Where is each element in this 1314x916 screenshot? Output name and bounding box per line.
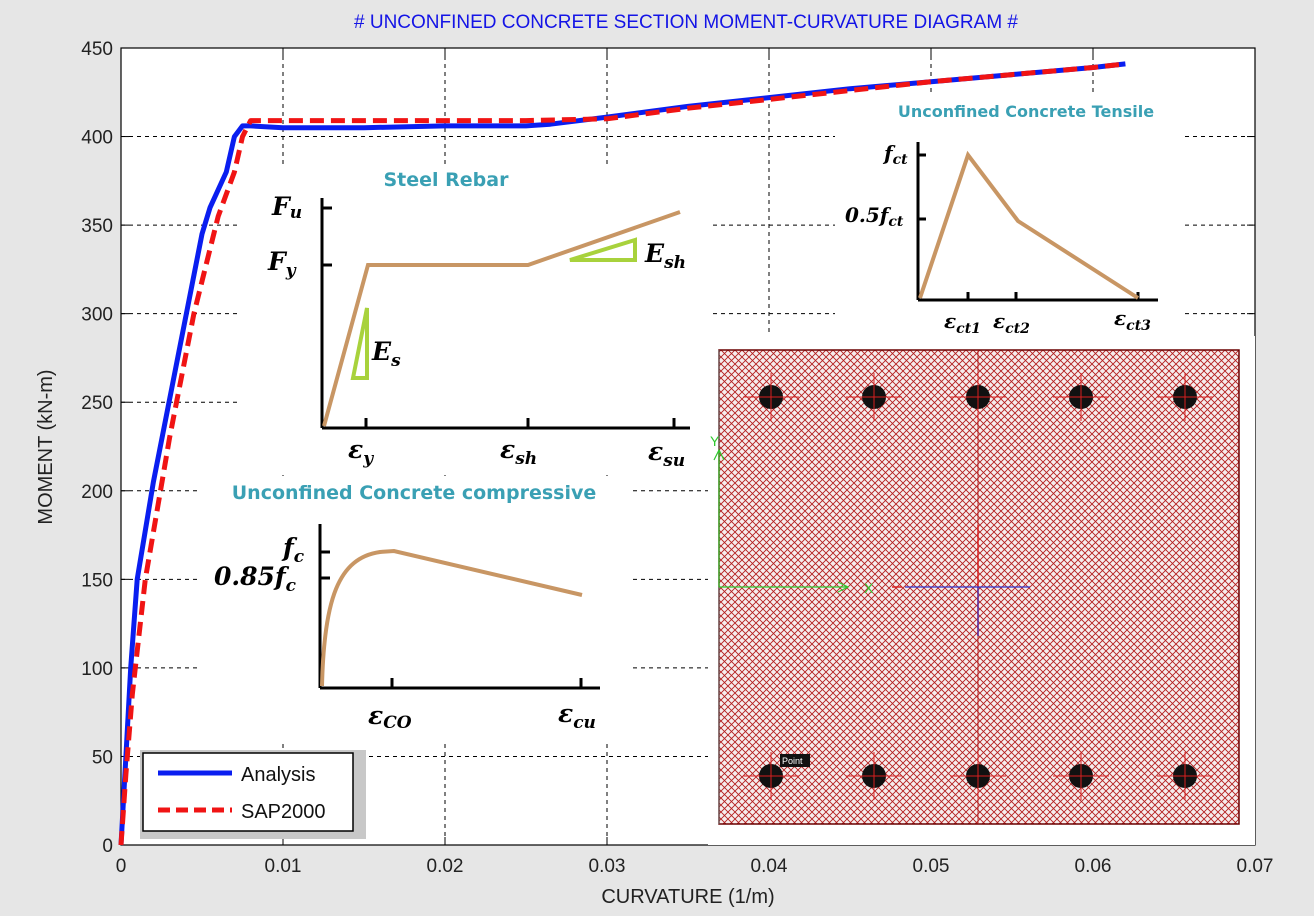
svg-text:0.5fct: 0.5fct: [845, 203, 904, 230]
tensile-eps-ct1-sub: ct1: [956, 321, 981, 337]
tensile-inset-title: Unconfined Concrete Tensile: [898, 102, 1154, 121]
compressive-eps-cu-label: ε: [558, 699, 573, 728]
y-tick-label: 450: [81, 39, 113, 60]
steel-inset-title: Steel Rebar: [384, 169, 510, 191]
steel-es-label: E: [371, 337, 392, 366]
svg-text:εct3: εct3: [1114, 306, 1151, 334]
compressive-inset-title: Unconfined Concrete compressive: [232, 482, 597, 504]
steel-eps-y-label: ε: [348, 435, 363, 464]
steel-es-slope-marker: [350, 307, 369, 380]
section-rebars: [743, 373, 1213, 800]
x-tick-label: 0: [116, 856, 127, 877]
y-tick-label: 300: [81, 305, 113, 326]
svg-text:εct1: εct1: [944, 309, 981, 337]
svg-text:εcu: εcu: [558, 699, 596, 733]
y-tick-label: 350: [81, 216, 113, 237]
series-line-analysis: [118, 61, 1126, 846]
legend: Analysis SAP2000: [140, 750, 366, 839]
x-tick-label: 0.01: [265, 856, 302, 877]
steel-esh-label: E: [644, 239, 665, 268]
x-tick-label: 0.03: [589, 856, 626, 877]
steel-esh-slope-marker: [569, 237, 637, 262]
compressive-eps-cu-sub: cu: [573, 713, 596, 733]
x-tick-label: 0.02: [427, 856, 464, 877]
y-tick-label: 400: [81, 128, 113, 149]
inset-steel-rebar: Steel Rebar Fu Fy Es Esh εy εsh εsu: [240, 165, 710, 475]
compressive-fc-sub: c: [294, 547, 305, 567]
svg-text:εsu: εsu: [648, 437, 685, 471]
legend-label-sap2000: SAP2000: [241, 801, 326, 823]
steel-eps-su-sub: su: [662, 451, 685, 471]
svg-text:Fy: Fy: [267, 247, 297, 281]
inset-section-view: X Y Point: [708, 336, 1255, 845]
x-tick-label: 0.05: [913, 856, 950, 877]
steel-esh-sub: sh: [663, 253, 686, 273]
legend-label-analysis: Analysis: [241, 764, 315, 786]
steel-fy-sub: y: [285, 261, 297, 281]
tensile-eps-ct3-label: ε: [1114, 306, 1126, 330]
steel-eps-sh-sub: sh: [514, 449, 537, 469]
steel-fu-sub: u: [290, 203, 302, 223]
series-line-sap2000: [118, 61, 1126, 846]
tensile-fct-sub: ct: [893, 152, 909, 168]
x-tick-labels: 0 0.01 0.02 0.03 0.04 0.05 0.06 0.07: [116, 856, 1274, 877]
steel-es-sub: s: [390, 351, 401, 371]
chart-title: # UNCONFINED CONCRETE SECTION MOMENT-CUR…: [354, 12, 1018, 33]
compressive-fc-label: f: [281, 533, 298, 562]
compressive-stress-strain-curve: [320, 548, 583, 687]
svg-text:εCO: εCO: [368, 701, 412, 733]
x-tick-label: 0.07: [1237, 856, 1274, 877]
axis-ticks: [120, 47, 1256, 846]
section-point-label: Point: [782, 756, 803, 766]
x-tick-label: 0.06: [1075, 856, 1112, 877]
compressive-085fc-label: 0.85f: [214, 562, 290, 591]
section-x-axis-label: X: [864, 580, 874, 596]
steel-eps-su-label: ε: [648, 437, 663, 466]
steel-fy-label: F: [267, 247, 288, 276]
x-tick-label: 0.04: [751, 856, 788, 877]
section-point-tag: [780, 754, 810, 767]
svg-text:εsh: εsh: [500, 435, 537, 469]
y-tick-label: 250: [81, 393, 113, 414]
steel-eps-y-sub: y: [362, 449, 374, 469]
steel-stress-strain-curve: [322, 210, 681, 427]
y-tick-label: 100: [81, 659, 113, 680]
compressive-eps-co-sub: CO: [383, 713, 412, 733]
svg-text:0.85fc: 0.85fc: [214, 562, 297, 596]
x-axis-label: CURVATURE (1/m): [601, 886, 774, 908]
svg-text:Es: Es: [371, 337, 401, 371]
tensile-eps-ct3-sub: ct3: [1126, 318, 1151, 334]
compressive-eps-co-label: ε: [368, 701, 383, 730]
data-series: [118, 61, 1126, 846]
y-tick-label: 150: [81, 570, 113, 591]
y-tick-label: 0: [102, 836, 113, 857]
tensile-fct-label: f: [882, 141, 896, 165]
tensile-eps-ct2-label: ε: [993, 309, 1005, 333]
tensile-05fct-label: 0.5f: [845, 203, 892, 227]
compressive-085fc-sub: c: [286, 576, 297, 596]
y-tick-label: 50: [92, 747, 113, 768]
svg-text:Fu: Fu: [271, 192, 302, 223]
svg-text:Esh: Esh: [644, 239, 686, 273]
svg-text:εct2: εct2: [993, 309, 1030, 337]
section-y-axis-label: Y: [710, 433, 720, 449]
steel-fu-label: F: [271, 192, 292, 221]
svg-text:εy: εy: [348, 435, 374, 469]
y-axis-label: MOMENT (kN-m): [35, 369, 57, 524]
inset-concrete-tensile: Unconfined Concrete Tensile fct 0.5fct ε…: [835, 96, 1181, 344]
tensile-eps-ct1-label: ε: [944, 309, 956, 333]
inset-concrete-compressive: Unconfined Concrete compressive fc 0.85f…: [200, 478, 630, 740]
svg-text:fct: fct: [882, 141, 908, 168]
steel-eps-sh-label: ε: [500, 435, 515, 464]
tensile-eps-ct2-sub: ct2: [1005, 321, 1030, 337]
y-tick-label: 200: [81, 482, 113, 503]
y-tick-labels: 0 50 100 150 200 250 300 350 400 450: [81, 39, 113, 857]
svg-text:fc: fc: [281, 533, 305, 567]
tensile-05fct-sub: ct: [888, 214, 904, 230]
tensile-stress-strain-curve: [918, 150, 1140, 300]
